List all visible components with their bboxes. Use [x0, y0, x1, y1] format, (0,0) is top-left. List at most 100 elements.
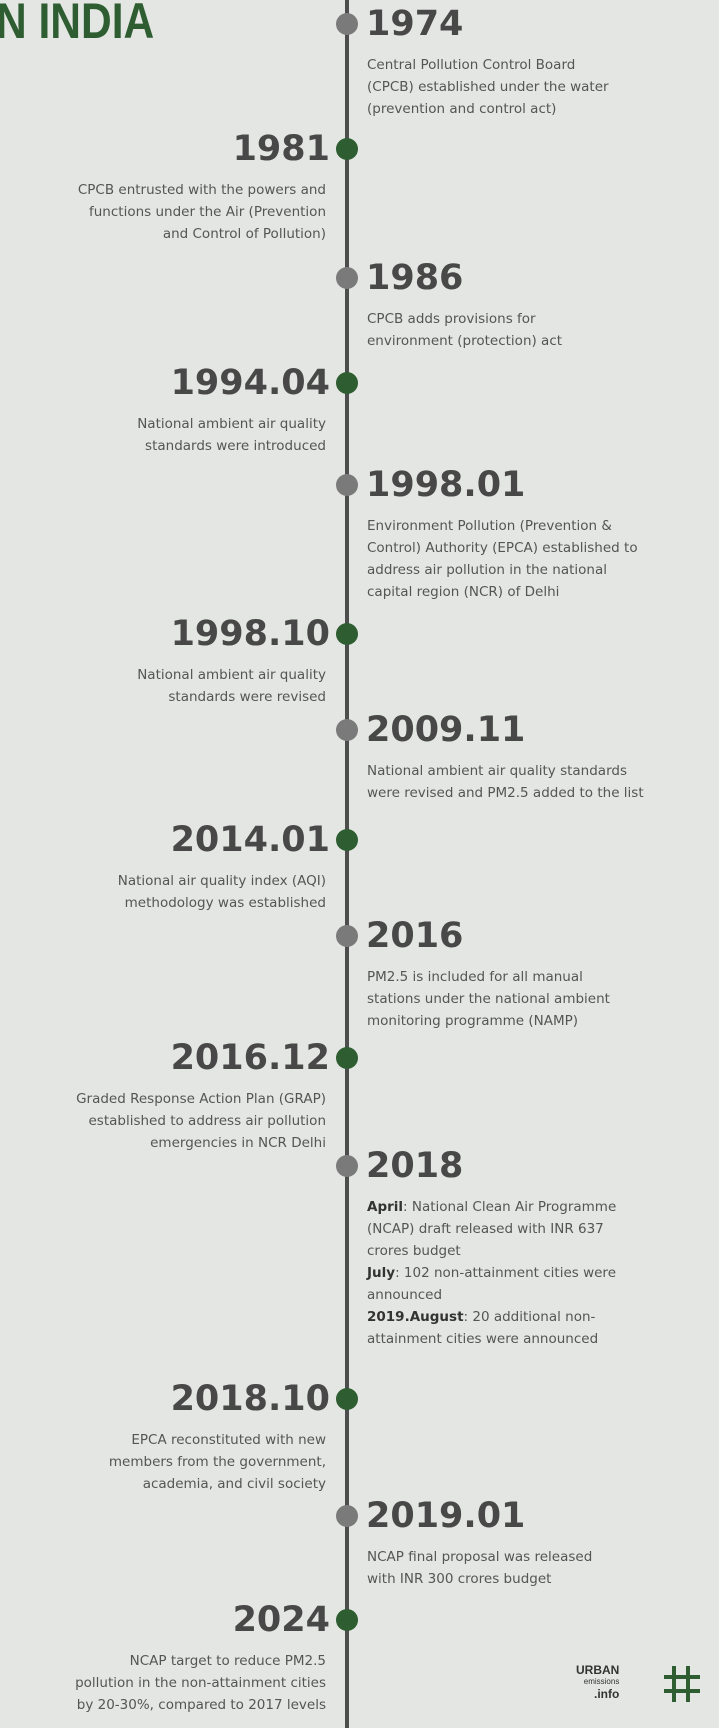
- description-line: National ambient air quality standards: [367, 760, 644, 782]
- timeline-axis: [345, 0, 349, 1728]
- event-description: Environment Pollution (Prevention & Contr…: [367, 515, 638, 603]
- event-year: 1986: [366, 258, 464, 298]
- logo: URBAN emissions .info: [576, 1664, 619, 1700]
- description-line: CPCB adds provisions for: [367, 308, 562, 330]
- event-description: April: National Clean Air Programme (NCAP…: [367, 1196, 616, 1350]
- description-line: established to address air pollution: [76, 1110, 326, 1132]
- description-line: (CPCB) established under the water: [367, 76, 609, 98]
- description-line: 2019.August: 20 additional non-: [367, 1306, 616, 1328]
- line-text: NCAP target to reduce PM2.5: [129, 1653, 326, 1669]
- event-description: EPCA reconstituted with new members from …: [109, 1429, 326, 1495]
- description-line: address air pollution in the national: [367, 559, 638, 581]
- description-line: (NCAP) draft released with INR 637: [367, 1218, 616, 1240]
- line-text: (NCAP) draft released with INR 637: [367, 1221, 604, 1237]
- line-text: National ambient air quality standards: [367, 763, 627, 779]
- line-text: functions under the Air (Prevention: [88, 204, 326, 220]
- line-text: and Control of Pollution): [162, 226, 326, 242]
- line-text: established to address air pollution: [88, 1113, 326, 1129]
- event-year: 1974: [366, 4, 464, 44]
- event-year: 1981: [232, 129, 330, 169]
- description-line: stations under the national ambient: [367, 988, 610, 1010]
- logo-text: .info: [594, 1687, 620, 1701]
- line-text: : National Clean Air Programme: [403, 1199, 617, 1215]
- description-line: members from the government,: [109, 1451, 326, 1473]
- description-line: academia, and civil society: [109, 1473, 326, 1495]
- line-text: EPCA reconstituted with new: [131, 1432, 326, 1448]
- description-line: NCAP target to reduce PM2.5: [75, 1650, 326, 1672]
- logo-text: URBAN: [576, 1663, 620, 1677]
- line-text: : 20 additional non-: [463, 1309, 596, 1325]
- line-text: members from the government,: [108, 1454, 326, 1470]
- event-year: 2019.01: [366, 1496, 526, 1536]
- line-text: standards were revised: [168, 689, 326, 705]
- line-text: announced: [367, 1287, 443, 1303]
- timeline-dot: [336, 719, 358, 741]
- event-description: PM2.5 is included for all manual stations…: [367, 966, 610, 1032]
- description-line: with INR 300 crores budget: [367, 1568, 592, 1590]
- line-text: (CPCB) established under the water: [367, 79, 609, 95]
- description-line: emergencies in NCR Delhi: [76, 1132, 326, 1154]
- timeline-dot: [336, 623, 358, 645]
- timeline-dot: [336, 1505, 358, 1527]
- timeline-dot: [336, 138, 358, 160]
- event-description: Graded Response Action Plan (GRAP) establ…: [76, 1088, 326, 1154]
- description-line: PM2.5 is included for all manual: [367, 966, 610, 988]
- event-description: National ambient air quality standards we…: [137, 664, 326, 708]
- line-text: National ambient air quality: [137, 667, 326, 683]
- description-line: attainment cities were announced: [367, 1328, 616, 1350]
- event-year: 2018.10: [170, 1379, 330, 1419]
- event-description: National ambient air quality standards we…: [367, 760, 644, 804]
- timeline-dot: [336, 13, 358, 35]
- line-text: Environment Pollution (Prevention &: [367, 518, 612, 534]
- line-text: methodology was established: [124, 895, 326, 911]
- event-year: 2009.11: [366, 710, 526, 750]
- timeline-dot: [336, 474, 358, 496]
- line-text: stations under the national ambient: [367, 991, 610, 1007]
- description-line: functions under the Air (Prevention: [78, 201, 326, 223]
- event-description: CPCB entrusted with the powers and functi…: [78, 179, 326, 245]
- event-year: 2016: [366, 916, 464, 956]
- timeline-dot: [336, 925, 358, 947]
- timeline-dot: [336, 372, 358, 394]
- description-line: standards were revised: [137, 686, 326, 708]
- description-line: methodology was established: [118, 892, 326, 914]
- line-text: attainment cities were announced: [367, 1331, 599, 1347]
- event-year: 2016.12: [170, 1038, 330, 1078]
- description-line: environment (protection) act: [367, 330, 562, 352]
- line-text: emergencies in NCR Delhi: [150, 1135, 326, 1151]
- line-text: crores budget: [367, 1243, 461, 1259]
- line-text: : 102 non-attainment cities were: [395, 1265, 616, 1281]
- description-line: National ambient air quality: [137, 664, 326, 686]
- event-year: 2024: [232, 1600, 330, 1640]
- timeline-dot: [336, 1047, 358, 1069]
- line-text: monitoring programme (NAMP): [367, 1013, 579, 1029]
- event-year: 2014.01: [170, 820, 330, 860]
- line-text: environment (protection) act: [367, 333, 563, 349]
- description-line: by 20-30%, compared to 2017 levels: [75, 1694, 326, 1716]
- event-description: NCAP target to reduce PM2.5 pollution in …: [75, 1650, 326, 1716]
- event-description: National ambient air quality standards we…: [137, 413, 326, 457]
- description-line: capital region (NCR) of Delhi: [367, 581, 638, 603]
- description-line: National ambient air quality: [137, 413, 326, 435]
- line-text: were revised and PM2.5 added to the list: [367, 785, 644, 801]
- logo-text: emissions: [583, 1677, 620, 1686]
- line-text: academia, and civil society: [142, 1476, 326, 1492]
- bold-label: July: [367, 1265, 396, 1281]
- line-text: CPCB entrusted with the powers and: [77, 182, 326, 198]
- event-description: NCAP final proposal was released with INR…: [367, 1546, 592, 1590]
- bold-label: 2019.August: [367, 1309, 464, 1325]
- description-line: announced: [367, 1284, 616, 1306]
- description-line: Central Pollution Control Board: [367, 54, 609, 76]
- bold-label: April: [367, 1199, 404, 1215]
- timeline-dot: [336, 1388, 358, 1410]
- event-description: National air quality index (AQI) methodol…: [118, 870, 326, 914]
- line-text: Control) Authority (EPCA) established to: [367, 540, 638, 556]
- description-line: Control) Authority (EPCA) established to: [367, 537, 638, 559]
- line-text: Graded Response Action Plan (GRAP): [76, 1091, 326, 1107]
- description-line: EPCA reconstituted with new: [109, 1429, 326, 1451]
- description-line: CPCB entrusted with the powers and: [78, 179, 326, 201]
- timeline-dot: [336, 1609, 358, 1631]
- description-line: NCAP final proposal was released: [367, 1546, 592, 1568]
- description-line: Environment Pollution (Prevention &: [367, 515, 638, 537]
